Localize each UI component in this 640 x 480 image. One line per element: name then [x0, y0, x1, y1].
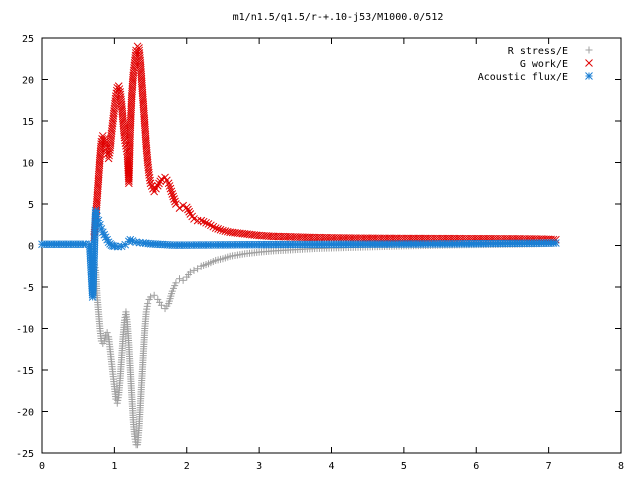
data-point	[552, 239, 560, 247]
x-tick-label: 7	[546, 461, 552, 472]
y-tick-label: 0	[28, 242, 34, 253]
y-tick-label: -25	[16, 449, 34, 460]
series-2	[38, 206, 560, 301]
data-point	[94, 216, 103, 225]
data-point	[167, 187, 176, 196]
data-point	[185, 207, 194, 216]
data-point	[114, 82, 123, 90]
data-point	[164, 179, 173, 188]
data-point	[100, 230, 109, 239]
series-0	[90, 239, 560, 449]
data-point	[207, 221, 215, 230]
data-point	[147, 293, 155, 301]
legend-label: R stress/E	[508, 46, 568, 57]
y-tick-label: 5	[28, 200, 34, 211]
data-point	[166, 184, 175, 193]
series-1	[90, 42, 560, 244]
data-point	[100, 135, 109, 144]
y-tick-label: 10	[22, 159, 34, 170]
y-tick-label: 15	[22, 117, 34, 128]
data-point	[193, 216, 202, 225]
x-tick-label: 1	[111, 461, 117, 472]
y-tick-label: -5	[22, 283, 34, 294]
data-point	[175, 204, 184, 213]
data-point	[144, 300, 152, 308]
data-point	[146, 176, 154, 185]
data-point	[103, 329, 111, 337]
data-point	[209, 222, 218, 231]
data-point	[168, 190, 177, 198]
data-point	[186, 268, 194, 276]
data-point	[202, 218, 210, 227]
data-point	[221, 227, 230, 235]
x-tick-label: 2	[184, 461, 190, 472]
data-point	[176, 275, 184, 283]
y-tick-label: -10	[16, 325, 34, 336]
data-point	[204, 220, 213, 228]
x-tick-label: 8	[618, 461, 624, 472]
data-point	[172, 279, 180, 287]
data-point	[156, 298, 164, 306]
data-point	[157, 301, 165, 309]
data-point	[100, 337, 108, 345]
chart-title: m1/n1.5/q1.5/r-+.10-j53/M1000.0/512	[233, 12, 444, 23]
x-tick-label: 4	[328, 461, 334, 472]
data-point	[150, 291, 158, 299]
data-point	[179, 276, 187, 284]
legend-marker	[585, 46, 593, 54]
axes: 0 1 2 3 4 5 6 7 8 25 20 15 10 5 0 -5 -10 -15 -20 -25	[16, 34, 624, 472]
data-point	[216, 225, 225, 234]
data-point	[153, 181, 162, 190]
data-point	[170, 195, 178, 203]
data-point	[100, 137, 109, 146]
legend-marker	[585, 72, 593, 80]
series-layer	[38, 42, 560, 449]
data-point	[169, 192, 178, 201]
data-point	[197, 216, 206, 225]
x-tick-label: 3	[256, 461, 262, 472]
y-tick-label: 25	[22, 34, 34, 45]
data-point	[219, 226, 227, 235]
data-point	[214, 225, 222, 233]
data-point	[131, 49, 140, 57]
legend-marker	[585, 59, 593, 67]
data-point	[182, 203, 191, 212]
data-point	[171, 197, 179, 206]
data-point	[98, 228, 107, 237]
x-tick-label: 5	[401, 461, 407, 472]
data-point	[194, 265, 202, 273]
data-point	[156, 177, 165, 186]
data-point	[199, 217, 208, 226]
data-point	[211, 224, 220, 232]
y-tick-label: -20	[16, 408, 34, 419]
data-point	[154, 295, 162, 303]
y-tick-label: -15	[16, 366, 34, 377]
data-point	[155, 179, 163, 188]
data-point	[190, 266, 198, 274]
data-point	[101, 334, 109, 342]
data-point	[184, 205, 192, 214]
legend-label: Acoustic flux/E	[478, 72, 568, 83]
legend-label: G work/E	[520, 59, 568, 70]
data-point	[165, 182, 174, 190]
legend: R stress/E G work/E Acoustic flux/E	[478, 46, 593, 83]
x-tick-label: 0	[39, 461, 45, 472]
x-tick-label: 6	[473, 461, 479, 472]
y-tick-label: 20	[22, 76, 34, 87]
